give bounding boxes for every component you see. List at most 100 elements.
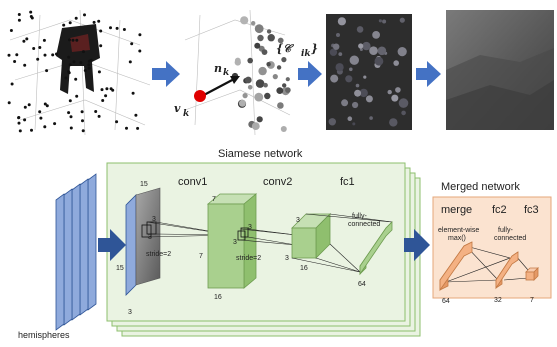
siamese-title: Siamese network — [218, 148, 303, 160]
point-cloud-dot — [100, 88, 104, 92]
merge-op-label-1: element-wise — [438, 227, 479, 234]
projected-point — [272, 74, 278, 80]
depth-disc — [377, 46, 387, 56]
merged-title: Merged network — [441, 181, 520, 193]
depth-disc — [345, 75, 353, 83]
point-cloud-dot — [62, 23, 66, 27]
point-cloud-dot — [69, 115, 73, 119]
point-cloud-dot — [51, 53, 55, 57]
point-cloud-dot — [109, 87, 113, 91]
merge-arrow-icon — [404, 229, 430, 261]
view-sphere: n k v k {𝒞 ik } — [174, 9, 318, 136]
stride1-label: stride=2 — [146, 251, 171, 258]
depth-disc — [333, 43, 340, 50]
kernel1-b: 3 — [148, 234, 152, 241]
input-depth-label: 3 — [128, 309, 132, 316]
point-cloud-dot — [97, 114, 101, 118]
arrow-icon — [152, 61, 180, 87]
projected-point — [247, 57, 253, 64]
point-cloud-dot — [104, 94, 108, 98]
depth-disc — [369, 46, 378, 55]
point-cloud-dot — [39, 116, 43, 120]
point-cloud-dot — [115, 120, 119, 124]
point-cloud-dot — [87, 63, 91, 67]
depth-disc — [338, 52, 343, 56]
point-cloud-dot — [67, 111, 71, 115]
depth-disc — [352, 122, 356, 126]
point-cloud-dot — [23, 63, 27, 67]
point-cloud-dot — [136, 126, 140, 130]
point-cloud-dot — [7, 101, 11, 105]
point-cloud-dot — [17, 13, 21, 16]
point-cloud-dot — [67, 70, 70, 73]
arrow-icon — [298, 61, 322, 87]
projected-point — [257, 34, 264, 42]
fc3-block — [525, 267, 539, 281]
point-cloud-dot — [131, 91, 135, 95]
point-cloud-dot — [25, 37, 29, 41]
projected-point — [261, 49, 268, 55]
fc1-connection-label-2: connected — [348, 221, 380, 228]
depth-disc — [378, 19, 382, 23]
point-cloud-dot — [22, 39, 26, 43]
projected-point — [280, 126, 287, 132]
projected-point — [276, 65, 282, 70]
point-cloud-dot — [32, 47, 36, 50]
view-label: v — [174, 102, 181, 115]
depth-disc — [397, 47, 407, 57]
conv2-w-label: 3 — [285, 255, 289, 262]
point-cloud-dot — [10, 82, 14, 86]
projected-point — [282, 83, 287, 88]
conv2-d-label: 16 — [300, 265, 308, 272]
point-cloud-dot — [27, 103, 31, 107]
fc3-size-label: 7 — [530, 297, 534, 304]
kernel2-b: 3 — [233, 239, 237, 246]
depth-disc — [328, 118, 336, 126]
rendered-hemisphere-image — [446, 10, 554, 130]
point-cloud-dot — [79, 61, 83, 65]
point-cloud-dot — [115, 26, 119, 30]
point-cloud-dot — [38, 46, 42, 49]
point-cloud-dot — [43, 125, 47, 129]
conv1-block — [206, 193, 258, 289]
cluster-close: } — [311, 42, 318, 55]
point-cloud-dot — [23, 105, 27, 109]
kernel2-a: 3 — [248, 224, 252, 231]
input-size-label: 15 — [140, 181, 148, 188]
point-cloud-dot — [97, 19, 101, 23]
depth-disc — [374, 56, 384, 66]
projected-point — [258, 66, 267, 76]
merge-size-label: 64 — [442, 298, 450, 305]
point-cloud-dot — [68, 38, 71, 42]
depth-disc — [336, 33, 340, 37]
point-cloud-dot — [97, 70, 101, 74]
projected-point — [263, 82, 268, 88]
merged-fc-label-1: fully- — [498, 227, 513, 234]
point-cloud-dot — [75, 38, 79, 42]
hemispheres-label: hemispheres — [18, 330, 70, 340]
projected-point — [277, 102, 284, 109]
point-cloud-dot — [128, 60, 132, 64]
depth-disc — [399, 17, 405, 23]
conv2-label: conv2 — [263, 176, 292, 188]
normal-subscript: k — [223, 68, 229, 78]
fc2-size-label: 32 — [494, 297, 502, 304]
point-cloud-dot — [7, 53, 11, 57]
depth-disc — [358, 43, 364, 49]
projected-point — [251, 21, 256, 26]
point-cloud-dot — [55, 52, 58, 56]
fc1-block — [359, 221, 393, 276]
fc2-block — [495, 251, 519, 290]
point-cloud-dot — [43, 102, 47, 106]
point-cloud-dot — [36, 57, 40, 61]
point-cloud-dot — [17, 121, 21, 125]
projected-point — [247, 85, 253, 90]
point-cloud-dot — [17, 116, 21, 120]
point-cloud-dot — [45, 69, 49, 73]
projected-point — [254, 24, 264, 34]
point-cloud-dot — [74, 16, 78, 20]
point-cloud-dot — [99, 29, 103, 33]
fc2-label: fc2 — [492, 204, 507, 216]
input-size-side-label: 15 — [116, 265, 124, 272]
